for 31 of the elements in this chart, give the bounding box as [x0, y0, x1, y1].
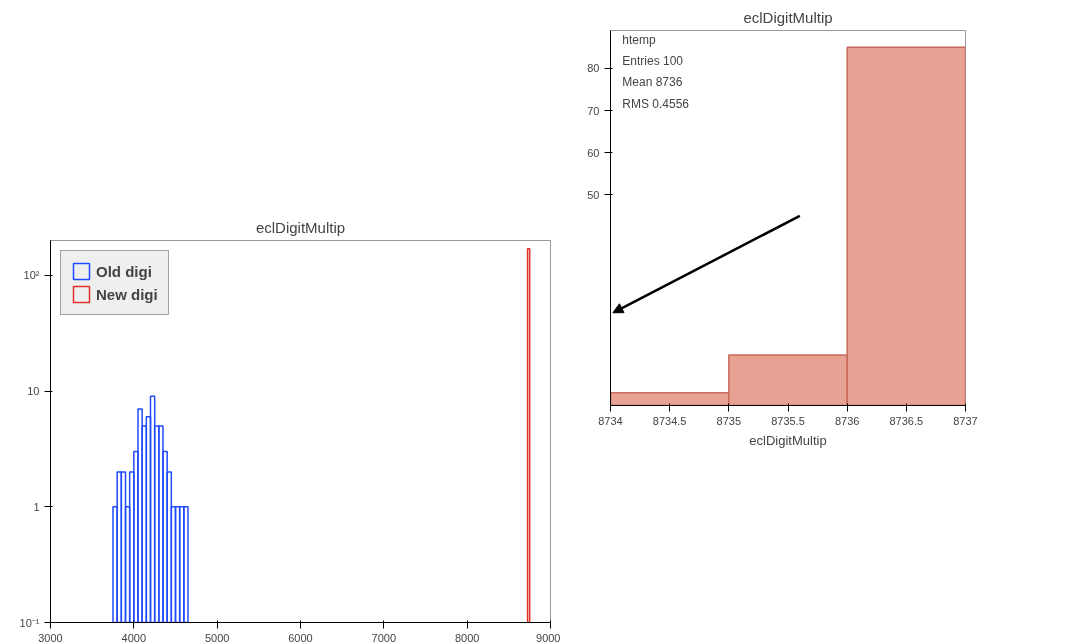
annotation: Entries 100: [622, 54, 684, 69]
chart-title: eclDigitMultip: [743, 8, 833, 26]
y-tick-label: 50: [587, 188, 600, 201]
y-tick-label: 60: [587, 146, 600, 159]
x-axis-title: eclDigitMultip: [749, 432, 827, 448]
chart-title: eclDigitMultip: [255, 218, 346, 236]
legend-label: New digi: [96, 285, 158, 303]
x-tick-label: 7000: [371, 631, 397, 644]
y-tick-label: 10⁻¹: [19, 616, 40, 629]
x-tick-label: 8736.5: [889, 414, 924, 427]
x-tick-label: 3000: [38, 631, 63, 644]
y-tick-label: 70: [587, 104, 600, 117]
legend-label: Old digi: [96, 262, 152, 280]
x-tick-label: 8734.5: [652, 414, 687, 427]
x-tick-label: 5000: [204, 631, 230, 644]
x-tick-label: 6000: [288, 631, 313, 644]
x-tick-label: 4000: [121, 631, 147, 644]
annotation: RMS 0.4556: [622, 96, 690, 111]
annotation: htemp: [622, 33, 657, 48]
y-tick-label: 10²: [23, 269, 40, 282]
y-tick-label: 1: [33, 500, 40, 513]
x-tick-label: 8000: [454, 631, 480, 644]
x-tick-label: 8735.5: [771, 414, 805, 427]
x-tick-label: 8734: [598, 414, 623, 427]
x-tick-label: 8737: [953, 414, 978, 427]
x-tick-label: 8736: [834, 414, 860, 427]
x-tick-label: 9000: [536, 631, 561, 644]
x-tick-label: 8735: [716, 414, 742, 427]
y-tick-label: 10: [27, 385, 40, 398]
y-tick-label: 80: [587, 62, 600, 75]
annotation: Mean 8736: [622, 75, 683, 90]
